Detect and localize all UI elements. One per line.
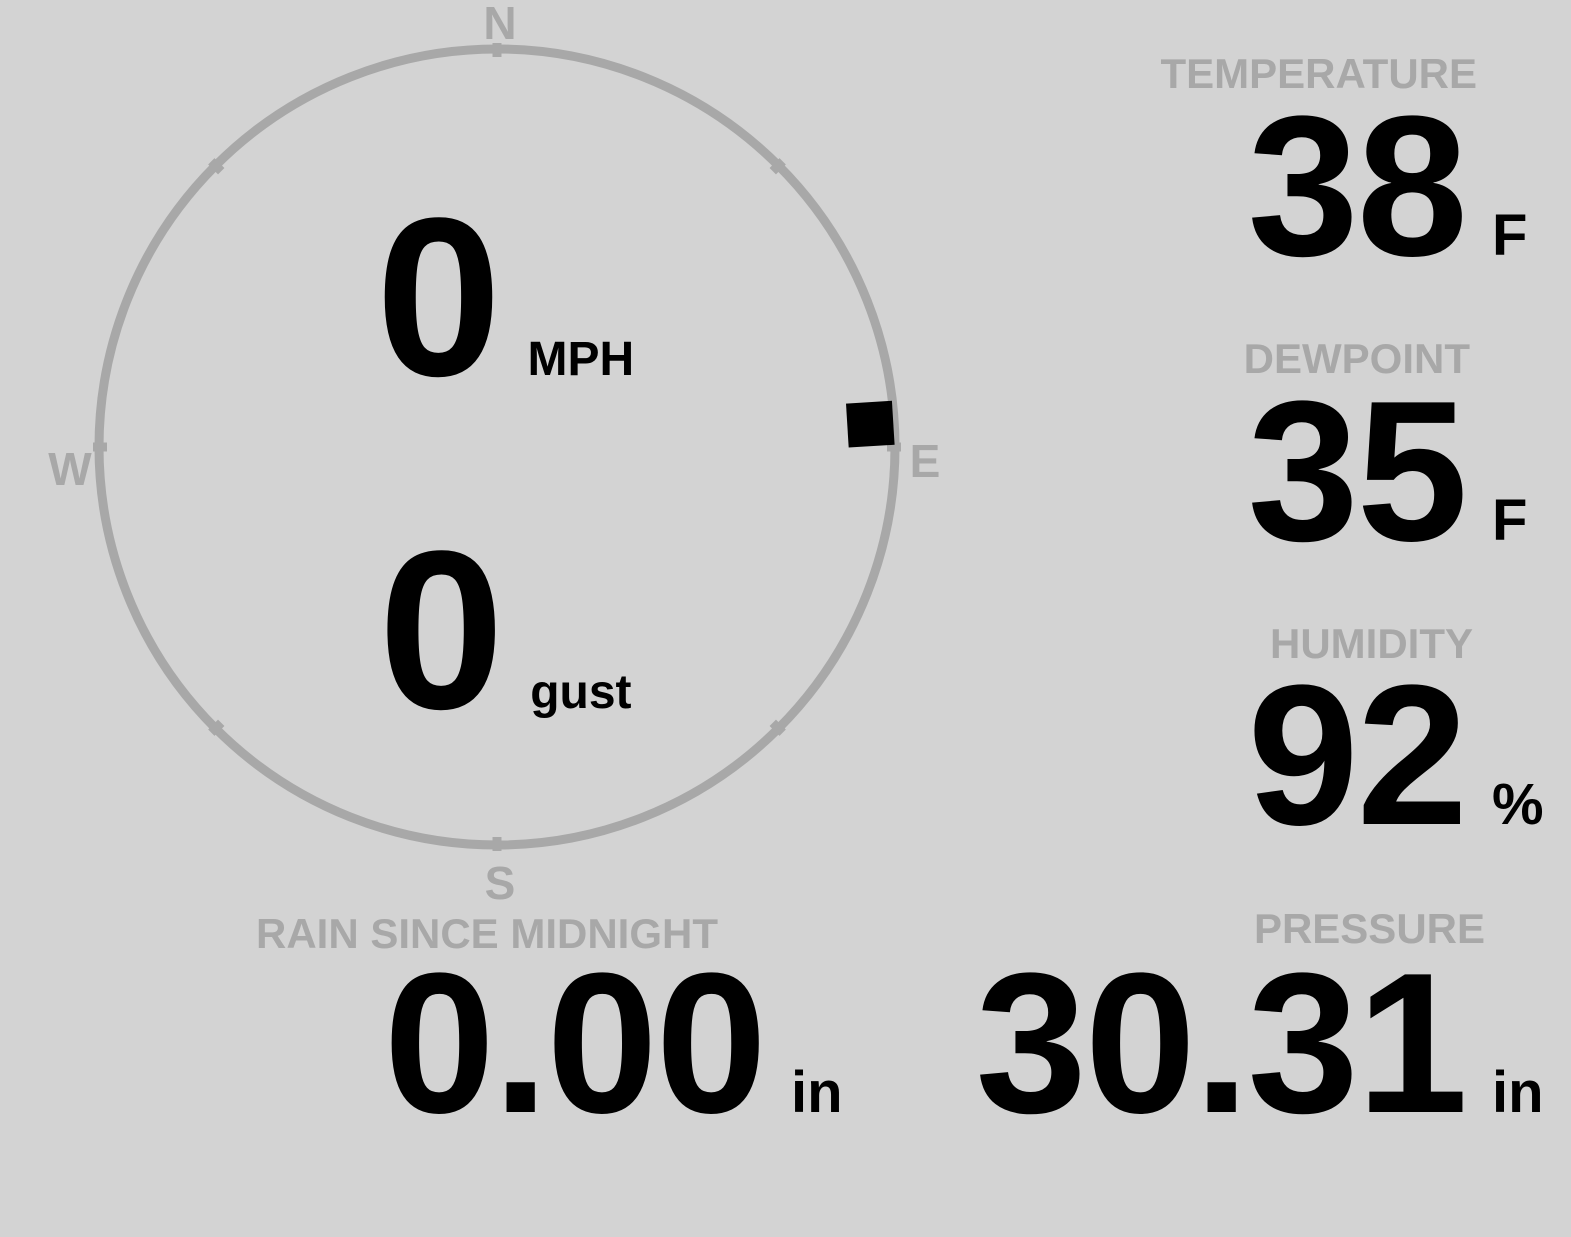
humidity-reading: 92 % [846,656,1544,856]
compass-ticks [93,43,901,851]
dewpoint-unit: F [1492,488,1528,553]
pressure-value: 30.31 [975,932,1469,1155]
wind-gust-unit: gust [530,666,632,719]
pressure-label: PRESSURE [1253,905,1485,952]
wind-speed-value: 0 [375,170,502,423]
humidity-unit: % [1492,772,1544,837]
compass-label-west: W [48,443,92,495]
humidity-label: HUMIDITY [1270,620,1473,667]
compass-label-east: E [909,435,941,487]
temperature-reading: 38 F [846,75,1528,298]
wind-direction-marker [846,400,895,448]
dewpoint-reading: 35 F [846,360,1528,583]
rain-unit: in [791,1060,843,1125]
rain-value: 0.00 [383,932,767,1155]
compass-label-south: S [484,857,516,909]
temperature-label: TEMPERATURE [1160,50,1477,97]
temperature-value: 38 [1247,75,1468,298]
wind-gust: 0 gust [255,517,755,743]
wind-compass [93,43,901,851]
wind-speed: 0 MPH [255,184,755,410]
pressure-reading: 30.31 in [846,944,1544,1144]
rain-reading: 0.00 in [145,944,843,1144]
temperature-unit: F [1492,203,1528,268]
pressure-unit: in [1492,1060,1544,1125]
wind-speed-unit: MPH [527,333,635,386]
dewpoint-label: DEWPOINT [1243,335,1470,382]
dewpoint-value: 35 [1247,360,1468,583]
wind-gust-value: 0 [378,503,504,756]
compass-label-north: N [483,0,517,49]
humidity-value: 92 [1247,644,1468,867]
rain-label: RAIN SINCE MIDNIGHT [256,910,718,957]
